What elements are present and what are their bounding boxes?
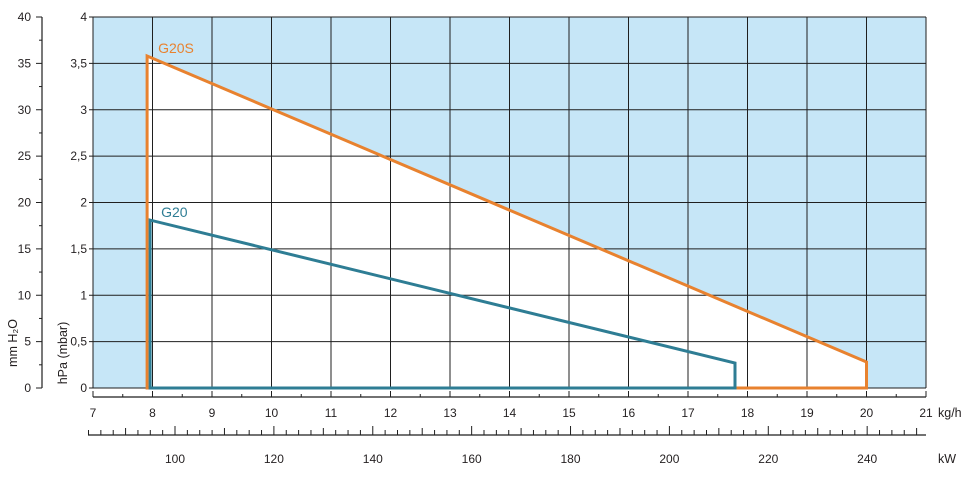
y-tick-label: 0 xyxy=(80,381,87,395)
y-tick-label: 0,5 xyxy=(70,335,87,349)
y-tick-label: 3,5 xyxy=(70,56,87,70)
x-tick-label: 11 xyxy=(325,406,338,420)
x-tick-label: 17 xyxy=(681,406,695,420)
y-tick-label: 4 xyxy=(80,10,87,24)
x-tick-label: 13 xyxy=(443,406,457,420)
x-tick-label: 19 xyxy=(800,406,814,420)
x-tick-label: 9 xyxy=(209,406,216,420)
x-tick-label: 16 xyxy=(622,406,636,420)
series-label-g20s: G20S xyxy=(158,40,194,56)
y2-axis-label: mm H₂O xyxy=(6,319,20,367)
x-tick-label: 15 xyxy=(562,406,576,420)
x2-axis-label: kW xyxy=(938,452,956,466)
series-label-g20: G20 xyxy=(161,204,188,220)
y-axis-label: hPa (mbar) xyxy=(56,322,70,385)
working-area-fill-g20 xyxy=(150,220,736,388)
grid-group xyxy=(92,16,927,389)
y2-tick-label: 15 xyxy=(18,242,32,256)
y-tick-label: 2 xyxy=(80,196,87,210)
y2-tick-label: 10 xyxy=(18,288,32,302)
y-tick-label: 1 xyxy=(80,288,87,302)
y-tick-label: 1,5 xyxy=(70,242,87,256)
x-tick-label: 7 xyxy=(90,406,97,420)
x-tick-label: 14 xyxy=(503,406,517,420)
x2-tick-label: 120 xyxy=(264,452,284,466)
y2-tick-label: 0 xyxy=(24,381,31,395)
x-tick-label: 20 xyxy=(860,406,874,420)
series-line-g20 xyxy=(148,218,737,390)
x-axis-label: kg/h xyxy=(938,406,962,420)
x-tick-label: 18 xyxy=(741,406,755,420)
y-tick-label: 3 xyxy=(80,103,87,117)
y2-tick-label: 25 xyxy=(18,149,32,163)
y2-tick-label: 20 xyxy=(18,196,32,210)
y2-tick-label: 40 xyxy=(18,10,32,24)
x2-tick-label: 220 xyxy=(758,452,778,466)
y2-tick-label: 35 xyxy=(18,56,32,70)
x2-tick-label: 140 xyxy=(363,452,383,466)
x2-tick-label: 160 xyxy=(462,452,482,466)
x-tick-label: 10 xyxy=(265,406,279,420)
x-tick-label: 8 xyxy=(149,406,156,420)
series-group: G20S G20 xyxy=(145,40,868,390)
x2-tick-label: 240 xyxy=(857,452,877,466)
y2-tick-label: 5 xyxy=(24,335,31,349)
y-tick-label: 2,5 xyxy=(70,149,87,163)
x2-tick-label: 180 xyxy=(560,452,580,466)
y2-tick-label: 30 xyxy=(18,103,32,117)
x-tick-label: 21 xyxy=(919,406,933,420)
x2-tick-label: 100 xyxy=(165,452,185,466)
x-tick-label: 12 xyxy=(384,406,398,420)
x2-tick-label: 200 xyxy=(659,452,679,466)
working-area-group xyxy=(147,56,867,388)
